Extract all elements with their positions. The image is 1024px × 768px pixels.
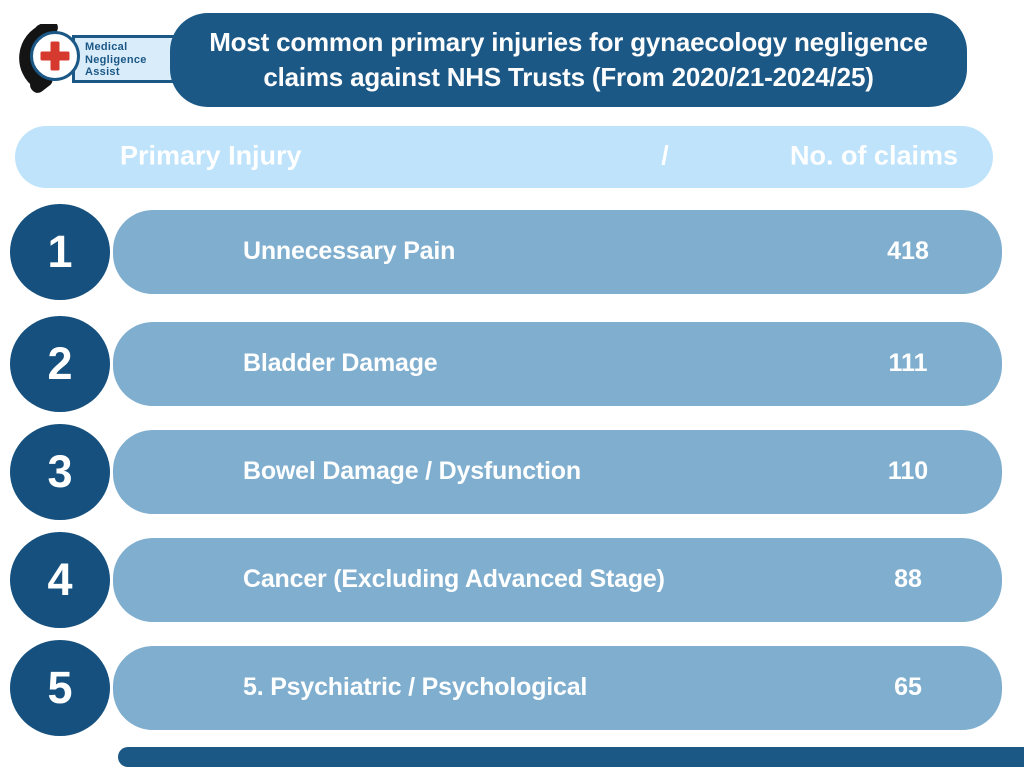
injury-label: Cancer (Excluding Advanced Stage): [243, 564, 665, 593]
injury-label: Unnecessary Pain: [243, 236, 456, 265]
logo-phone-cross-icon: [19, 24, 80, 93]
column-header-no-of-claims: No. of claims: [789, 140, 958, 171]
bottom-cropped-bar: [118, 747, 1024, 767]
claims-value: 418: [887, 236, 929, 265]
logo-text-line: Medical: [85, 41, 128, 53]
injury-bar: Cancer (Excluding Advanced Stage) 88: [113, 538, 1002, 622]
rank-badge: 5: [10, 640, 110, 736]
title-line-2: claims against NHS Trusts (From 2020/21-…: [263, 62, 874, 92]
table-row: 5. Psychiatric / Psychological 65 5: [0, 640, 1024, 736]
logo-text-line: Negligence: [85, 53, 147, 66]
claims-value: 65: [894, 672, 922, 701]
table-header: Primary Injury / No. of claims: [15, 126, 993, 188]
table-row: Unnecessary Pain 418 1: [0, 204, 1024, 300]
red-cross-icon: [40, 41, 70, 71]
rank-badge: 3: [10, 424, 110, 520]
table-row: Cancer (Excluding Advanced Stage) 88 4: [0, 532, 1024, 628]
column-header-primary-injury: Primary Injury: [120, 140, 302, 171]
injury-bar: Bowel Damage / Dysfunction 110: [113, 430, 1002, 514]
rank-badge: 1: [10, 204, 110, 300]
injury-bar: Bladder Damage 111: [113, 322, 1002, 406]
rank-badge: 4: [10, 532, 110, 628]
injury-label: Bowel Damage / Dysfunction: [243, 456, 581, 485]
claims-value: 111: [888, 348, 928, 377]
logo-text-line: Assist: [85, 66, 120, 79]
injury-label: 5. Psychiatric / Psychological: [243, 672, 588, 701]
injury-bar: Unnecessary Pain 418: [113, 210, 1002, 294]
rank-badge: 2: [10, 316, 110, 412]
logo: Medical Negligence Assist: [8, 24, 178, 96]
injury-bar: 5. Psychiatric / Psychological 65: [113, 646, 1002, 730]
claims-value: 88: [894, 564, 922, 593]
claims-value: 110: [887, 456, 929, 485]
logo-wordmark: Medical Negligence Assist: [72, 35, 178, 83]
title-banner: Most common primary injuries for gynaeco…: [170, 13, 967, 107]
injury-label: Bladder Damage: [243, 348, 438, 377]
title-line-1: Most common primary injuries for gynaeco…: [209, 27, 928, 57]
table-row: Bowel Damage / Dysfunction 110 3: [0, 424, 1024, 520]
table-row: Bladder Damage 111 2: [0, 316, 1024, 412]
column-header-separator: /: [661, 140, 669, 171]
